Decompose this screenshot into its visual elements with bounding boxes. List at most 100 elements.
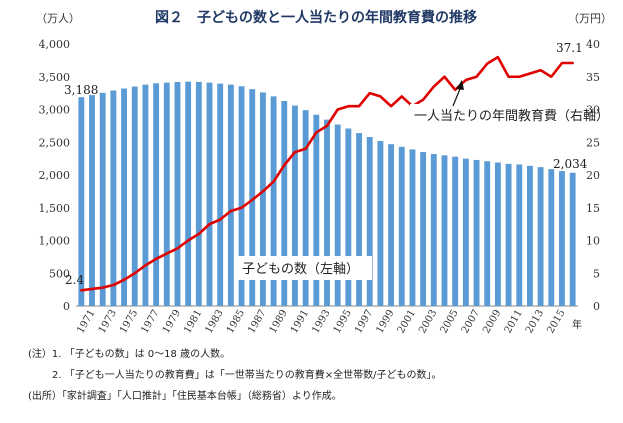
bar-2002: [420, 152, 427, 306]
bar-1996: [356, 133, 362, 306]
bar-last-label: 2,034: [553, 157, 588, 171]
left-tick-label: 2,000: [39, 169, 71, 182]
bar-1993: [324, 119, 330, 307]
x-tick-label: 1979: [161, 308, 183, 336]
x-tick-label: 2009: [481, 308, 503, 336]
line-point-1995: [347, 105, 350, 108]
line-point-2005: [454, 88, 457, 91]
bar-1970: [78, 97, 85, 306]
line-point-2015: [561, 62, 563, 64]
bar-2012: [527, 165, 533, 306]
line-point-1971: [91, 288, 93, 290]
line-series-pointer-arrowhead: [456, 80, 464, 90]
right-tick-label: 35: [586, 71, 600, 84]
bar-1991: [302, 110, 309, 307]
line-series-label-bg: [410, 104, 570, 126]
line-point-1977: [155, 257, 158, 260]
x-tick-label: 1999: [374, 308, 396, 336]
line-series: [80, 55, 574, 292]
line-point-2012: [529, 72, 531, 75]
line-point-1974: [123, 278, 125, 281]
bar-1998: [377, 140, 384, 306]
line-point-1978: [165, 252, 168, 255]
line-point-2011: [518, 75, 521, 78]
bar-2009: [494, 162, 501, 306]
bar-2011: [516, 164, 523, 306]
left-tick-label: 2,500: [39, 136, 71, 149]
line-point-1998: [379, 95, 382, 98]
line-point-1980: [187, 239, 190, 242]
x-tick-label: 2013: [524, 308, 546, 336]
x-tick-label: 1985: [225, 308, 247, 336]
line-point-2013: [539, 69, 542, 72]
bar-1972: [99, 92, 106, 306]
line-point-2004: [443, 75, 446, 78]
line-point-1996: [358, 105, 360, 108]
right-tick-label: 5: [593, 267, 600, 280]
x-tick-label: 1989: [268, 308, 290, 336]
note-1: (注）1. 「子どもの数」は 0～18 歳の人数。: [28, 349, 231, 360]
bar-1978: [163, 82, 170, 306]
x-tick-label: 2007: [460, 308, 482, 336]
line-point-1989: [283, 164, 286, 167]
bar-1999: [388, 144, 395, 306]
x-tick-label: 1977: [139, 308, 161, 336]
x-tick-label: 2001: [396, 308, 418, 336]
bar-series-label: 子どもの数（左軸）: [242, 262, 359, 277]
x-tick-label: 1971: [75, 308, 97, 336]
right-tick-label: 10: [586, 235, 600, 248]
bar-first-label: 3,188: [64, 83, 98, 97]
footnotes: (注）1. 「子どもの数」は 0～18 歳の人数。 2. 「子ども一人当たりの教…: [28, 344, 618, 407]
x-tick-label: 1995: [332, 308, 354, 336]
bar-2005: [452, 156, 459, 306]
line-point-1970: [80, 289, 83, 292]
bar-2007: [473, 159, 480, 306]
bar-series-label-bg: [236, 256, 372, 280]
bar-2004: [441, 155, 448, 306]
x-axis-ticks: 1971 1973 1975 1977 1979 1981 1983 1985 1987 1989…: [75, 308, 567, 336]
line-point-2014: [550, 75, 553, 78]
right-axis-unit: （万円）: [568, 12, 612, 25]
line-point-2008: [486, 62, 489, 65]
line-last-label: 37.1: [556, 41, 583, 55]
bar-1992: [313, 114, 320, 307]
bar-2003: [430, 154, 437, 306]
right-tick-label: 30: [586, 104, 600, 117]
line-point-2016: [571, 62, 574, 64]
line-point-1999: [390, 105, 392, 108]
right-tick-label: 0: [593, 300, 600, 313]
line-point-2010: [507, 75, 510, 78]
x-tick-label: 2003: [417, 308, 439, 336]
bar-2006: [462, 158, 469, 307]
line-point-1991: [304, 147, 307, 150]
x-tick-label: 1981: [182, 308, 204, 336]
bar-1977: [153, 83, 160, 306]
source-note: (出所）「家計調査」「人口推計」「住民基本台帳」（総務省）より作成。: [28, 391, 342, 402]
line-point-1982: [208, 223, 211, 226]
bar-1979: [174, 81, 181, 307]
right-tick-label: 40: [586, 38, 600, 51]
bar-1980: [185, 81, 192, 306]
x-tick-label: 2015: [545, 308, 567, 336]
bar-series: [78, 81, 576, 307]
right-tick-label: 25: [586, 136, 600, 149]
line-series-label: 一人当たりの年間教育費（右軸）: [414, 108, 609, 124]
bar-1990: [292, 105, 298, 306]
bar-1984: [227, 84, 234, 306]
left-tick-label: 500: [49, 267, 70, 280]
line-point-1987: [262, 190, 264, 193]
line-point-1997: [368, 92, 371, 95]
bar-1988: [270, 96, 277, 307]
bar-1985: [238, 86, 245, 306]
line-point-1993: [326, 124, 328, 127]
x-tick-label: 1975: [118, 308, 140, 336]
line-point-1984: [229, 210, 232, 212]
line-point-1985: [240, 206, 243, 209]
line-point-1986: [251, 198, 254, 201]
bar-1981: [195, 81, 202, 307]
line-point-1992: [315, 131, 318, 134]
bar-1994: [334, 124, 341, 306]
line-point-1994: [336, 108, 339, 111]
left-tick-label: 3,000: [39, 104, 71, 117]
left-axis-ticks: 0 500 1,000 1,500 2,000 2,500 3,000 3,500 4,000: [39, 38, 71, 313]
